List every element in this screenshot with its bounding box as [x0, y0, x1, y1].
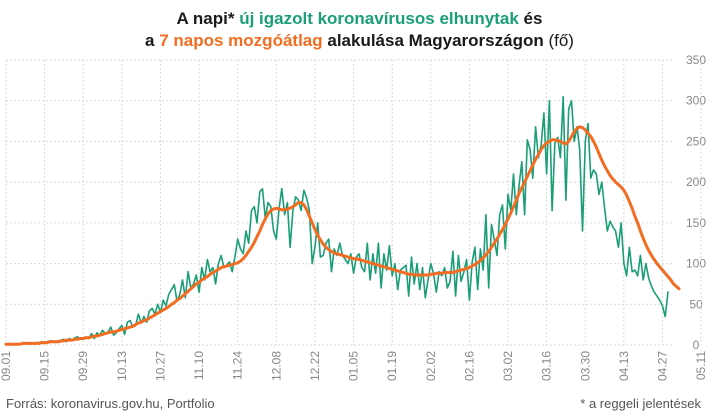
- footnote: * a reggeli jelentések: [580, 396, 701, 411]
- y-tick-label: 250: [686, 134, 706, 148]
- y-tick-label: 350: [686, 53, 706, 67]
- x-tick-label: 12.08: [269, 351, 283, 381]
- x-tick-label: 10.27: [153, 351, 167, 381]
- moving-average-line: [4, 125, 681, 346]
- title-part: és: [518, 9, 543, 28]
- y-tick-label: 150: [686, 216, 706, 230]
- x-tick-label: 02.02: [424, 351, 438, 381]
- x-tick-label: 01.05: [347, 351, 361, 381]
- x-tick-label: 10.13: [115, 351, 129, 381]
- x-tick-label: 09.29: [76, 351, 90, 381]
- x-tick-label: 04.13: [617, 351, 631, 381]
- title-line-1: A napi* új igazolt koronavírusos elhunyt…: [0, 8, 719, 30]
- source-note: Forrás: koronavirus.gov.hu, Portfolio: [6, 396, 215, 411]
- y-tick-label: 0: [693, 338, 700, 352]
- x-tick-label: 04.27: [655, 351, 669, 381]
- title-part: A napi*: [176, 9, 240, 28]
- x-tick-label: 12.22: [308, 351, 322, 381]
- title-line-2: a 7 napos mozgóátlag alakulása Magyarors…: [0, 30, 719, 52]
- y-tick-label: 300: [686, 94, 706, 108]
- x-tick-label: 09.01: [0, 351, 13, 381]
- y-tick-label: 50: [689, 297, 703, 311]
- x-tick-label: 09.15: [38, 351, 52, 381]
- x-tick-label: 01.19: [385, 351, 399, 381]
- x-tick-label: 05.11: [694, 351, 708, 380]
- title-unit: (fő): [548, 31, 574, 50]
- x-tick-label: 03.02: [501, 351, 515, 381]
- title-avg-label: 7 napos mozgóátlag: [159, 31, 323, 50]
- x-tick-label: 11.10: [192, 351, 206, 380]
- chart-title: A napi* új igazolt koronavírusos elhunyt…: [0, 8, 719, 52]
- x-tick-label: 11.24: [231, 351, 245, 380]
- title-part: alakulása Magyarországon: [322, 31, 549, 50]
- x-tick-label: 03.16: [540, 351, 554, 381]
- title-daily-label: új igazolt koronavírusos elhunytak: [239, 9, 519, 28]
- daily-deaths-line: [5, 95, 669, 346]
- x-tick-label: 02.16: [462, 351, 476, 381]
- y-tick-label: 100: [686, 257, 706, 271]
- y-tick-label: 200: [686, 175, 706, 189]
- title-part: a: [145, 31, 160, 50]
- x-tick-label: 03.30: [578, 351, 592, 381]
